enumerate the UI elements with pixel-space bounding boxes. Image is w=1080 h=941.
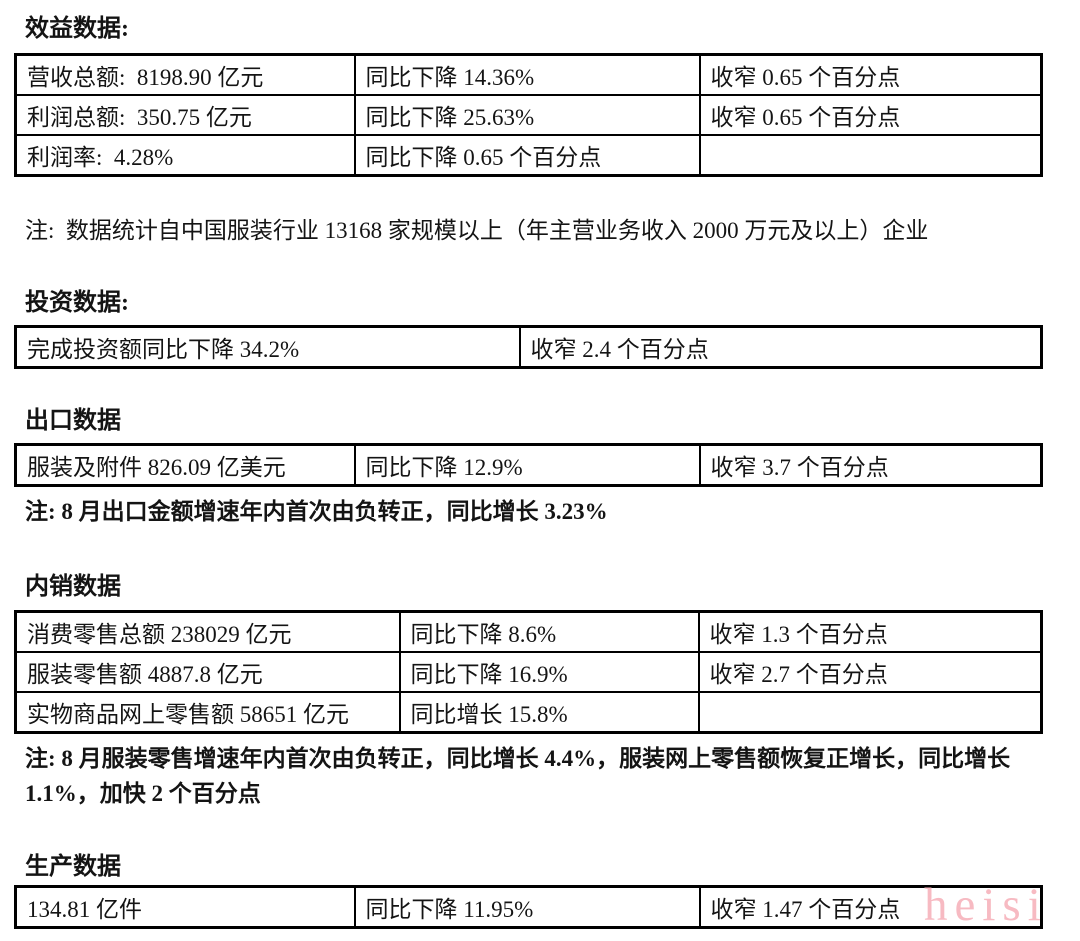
cell-metric: 完成投资额同比下降 34.2% [14, 325, 521, 369]
table-row: 134.81 亿件 同比下降 11.95% 收窄 1.47 个百分点 [14, 885, 1043, 929]
cell-metric: 服装零售额 4887.8 亿元 [14, 651, 401, 693]
investment-section-heading: 投资数据: [25, 290, 129, 316]
production-section-heading: 生产数据 [25, 854, 121, 880]
cell-yoy-change: 同比下降 25.63% [353, 94, 701, 136]
domestic-footnote: 注: 8 月服装零售增速年内首次由负转正，同比增长 4.4%，服装网上零售额恢复… [25, 746, 1016, 806]
cell-yoy-change: 同比下降 0.65 个百分点 [353, 134, 701, 177]
cell-narrowing: 收窄 1.47 个百分点 [698, 885, 1043, 929]
cell-metric: 营收总额: 8198.90 亿元 [14, 53, 356, 96]
cell-narrowing: 收窄 2.7 个百分点 [697, 651, 1043, 693]
table-row: 消费零售总额 238029 亿元 同比下降 8.6% 收窄 1.3 个百分点 [14, 610, 1043, 653]
benefit-section-heading: 效益数据: [25, 16, 129, 42]
table-row: 服装及附件 826.09 亿美元 同比下降 12.9% 收窄 3.7 个百分点 [14, 443, 1043, 487]
table-row: 利润率: 4.28% 同比下降 0.65 个百分点 [14, 134, 1043, 177]
cell-narrowing: 收窄 1.3 个百分点 [697, 610, 1043, 653]
cell-yoy-change: 同比增长 15.8% [398, 691, 700, 734]
cell-yoy-change: 同比下降 11.95% [353, 885, 701, 929]
production-table: 134.81 亿件 同比下降 11.95% 收窄 1.47 个百分点 [14, 885, 1043, 929]
cell-narrowing [698, 134, 1043, 177]
cell-metric: 消费零售总额 238029 亿元 [14, 610, 401, 653]
cell-narrowing: 收窄 3.7 个百分点 [698, 443, 1043, 487]
table-row: 实物商品网上零售额 58651 亿元 同比增长 15.8% [14, 691, 1043, 734]
cell-metric: 利润总额: 350.75 亿元 [14, 94, 356, 136]
cell-yoy-change: 同比下降 14.36% [353, 53, 701, 96]
table-row: 营收总额: 8198.90 亿元 同比下降 14.36% 收窄 0.65 个百分… [14, 53, 1043, 96]
cell-metric: 服装及附件 826.09 亿美元 [14, 443, 356, 487]
benefit-table: 营收总额: 8198.90 亿元 同比下降 14.36% 收窄 0.65 个百分… [14, 53, 1043, 177]
table-row: 完成投资额同比下降 34.2% 收窄 2.4 个百分点 [14, 325, 1043, 369]
cell-metric: 134.81 亿件 [14, 885, 356, 929]
cell-narrowing: 收窄 2.4 个百分点 [518, 325, 1043, 369]
cell-yoy-change: 同比下降 16.9% [398, 651, 700, 693]
domestic-section-heading: 内销数据 [25, 574, 121, 600]
cell-narrowing [697, 691, 1043, 734]
export-footnote: 注: 8 月出口金额增速年内首次由负转正，同比增长 3.23% [25, 499, 608, 524]
benefit-footnote: 注: 数据统计自中国服装行业 13168 家规模以上（年主营业务收入 2000 … [25, 218, 929, 243]
cell-narrowing: 收窄 0.65 个百分点 [698, 53, 1043, 96]
table-row: 服装零售额 4887.8 亿元 同比下降 16.9% 收窄 2.7 个百分点 [14, 651, 1043, 693]
cell-metric: 利润率: 4.28% [14, 134, 356, 177]
investment-table: 完成投资额同比下降 34.2% 收窄 2.4 个百分点 [14, 325, 1043, 369]
export-table: 服装及附件 826.09 亿美元 同比下降 12.9% 收窄 3.7 个百分点 [14, 443, 1043, 487]
cell-yoy-change: 同比下降 8.6% [398, 610, 700, 653]
cell-narrowing: 收窄 0.65 个百分点 [698, 94, 1043, 136]
domestic-sales-table: 消费零售总额 238029 亿元 同比下降 8.6% 收窄 1.3 个百分点 服… [14, 610, 1043, 734]
cell-metric: 实物商品网上零售额 58651 亿元 [14, 691, 401, 734]
export-section-heading: 出口数据 [25, 408, 121, 434]
cell-yoy-change: 同比下降 12.9% [353, 443, 701, 487]
table-row: 利润总额: 350.75 亿元 同比下降 25.63% 收窄 0.65 个百分点 [14, 94, 1043, 136]
